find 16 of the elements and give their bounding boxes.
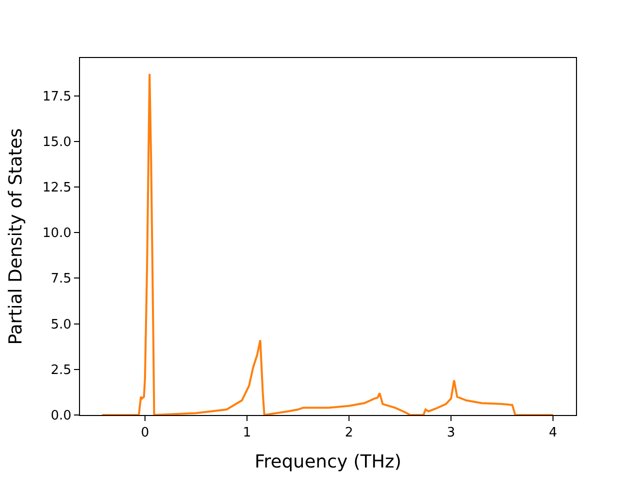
x-tick-label: 3 bbox=[446, 426, 456, 441]
x-tick-label: 1 bbox=[242, 426, 252, 441]
line-series bbox=[101, 72, 554, 415]
y-tick-label: 12.5 bbox=[42, 180, 72, 196]
y-tick-label: 10.0 bbox=[42, 226, 72, 242]
y-tick-label: 2.5 bbox=[50, 362, 72, 378]
y-axis-title: Partial Density of States bbox=[6, 128, 27, 345]
x-tick-label: 2 bbox=[344, 426, 354, 441]
y-tick-label: 0.0 bbox=[50, 408, 72, 424]
y-tick-label: 7.5 bbox=[50, 272, 72, 287]
x-tick-label: 0 bbox=[140, 426, 150, 441]
x-tick-label: 4 bbox=[548, 426, 558, 441]
y-tick-label: 5.0 bbox=[50, 317, 72, 332]
y-tick-label: 17.5 bbox=[42, 89, 72, 104]
x-axis-title: Frequency (THz) bbox=[254, 452, 402, 473]
y-tick-label: 15.0 bbox=[42, 134, 72, 150]
